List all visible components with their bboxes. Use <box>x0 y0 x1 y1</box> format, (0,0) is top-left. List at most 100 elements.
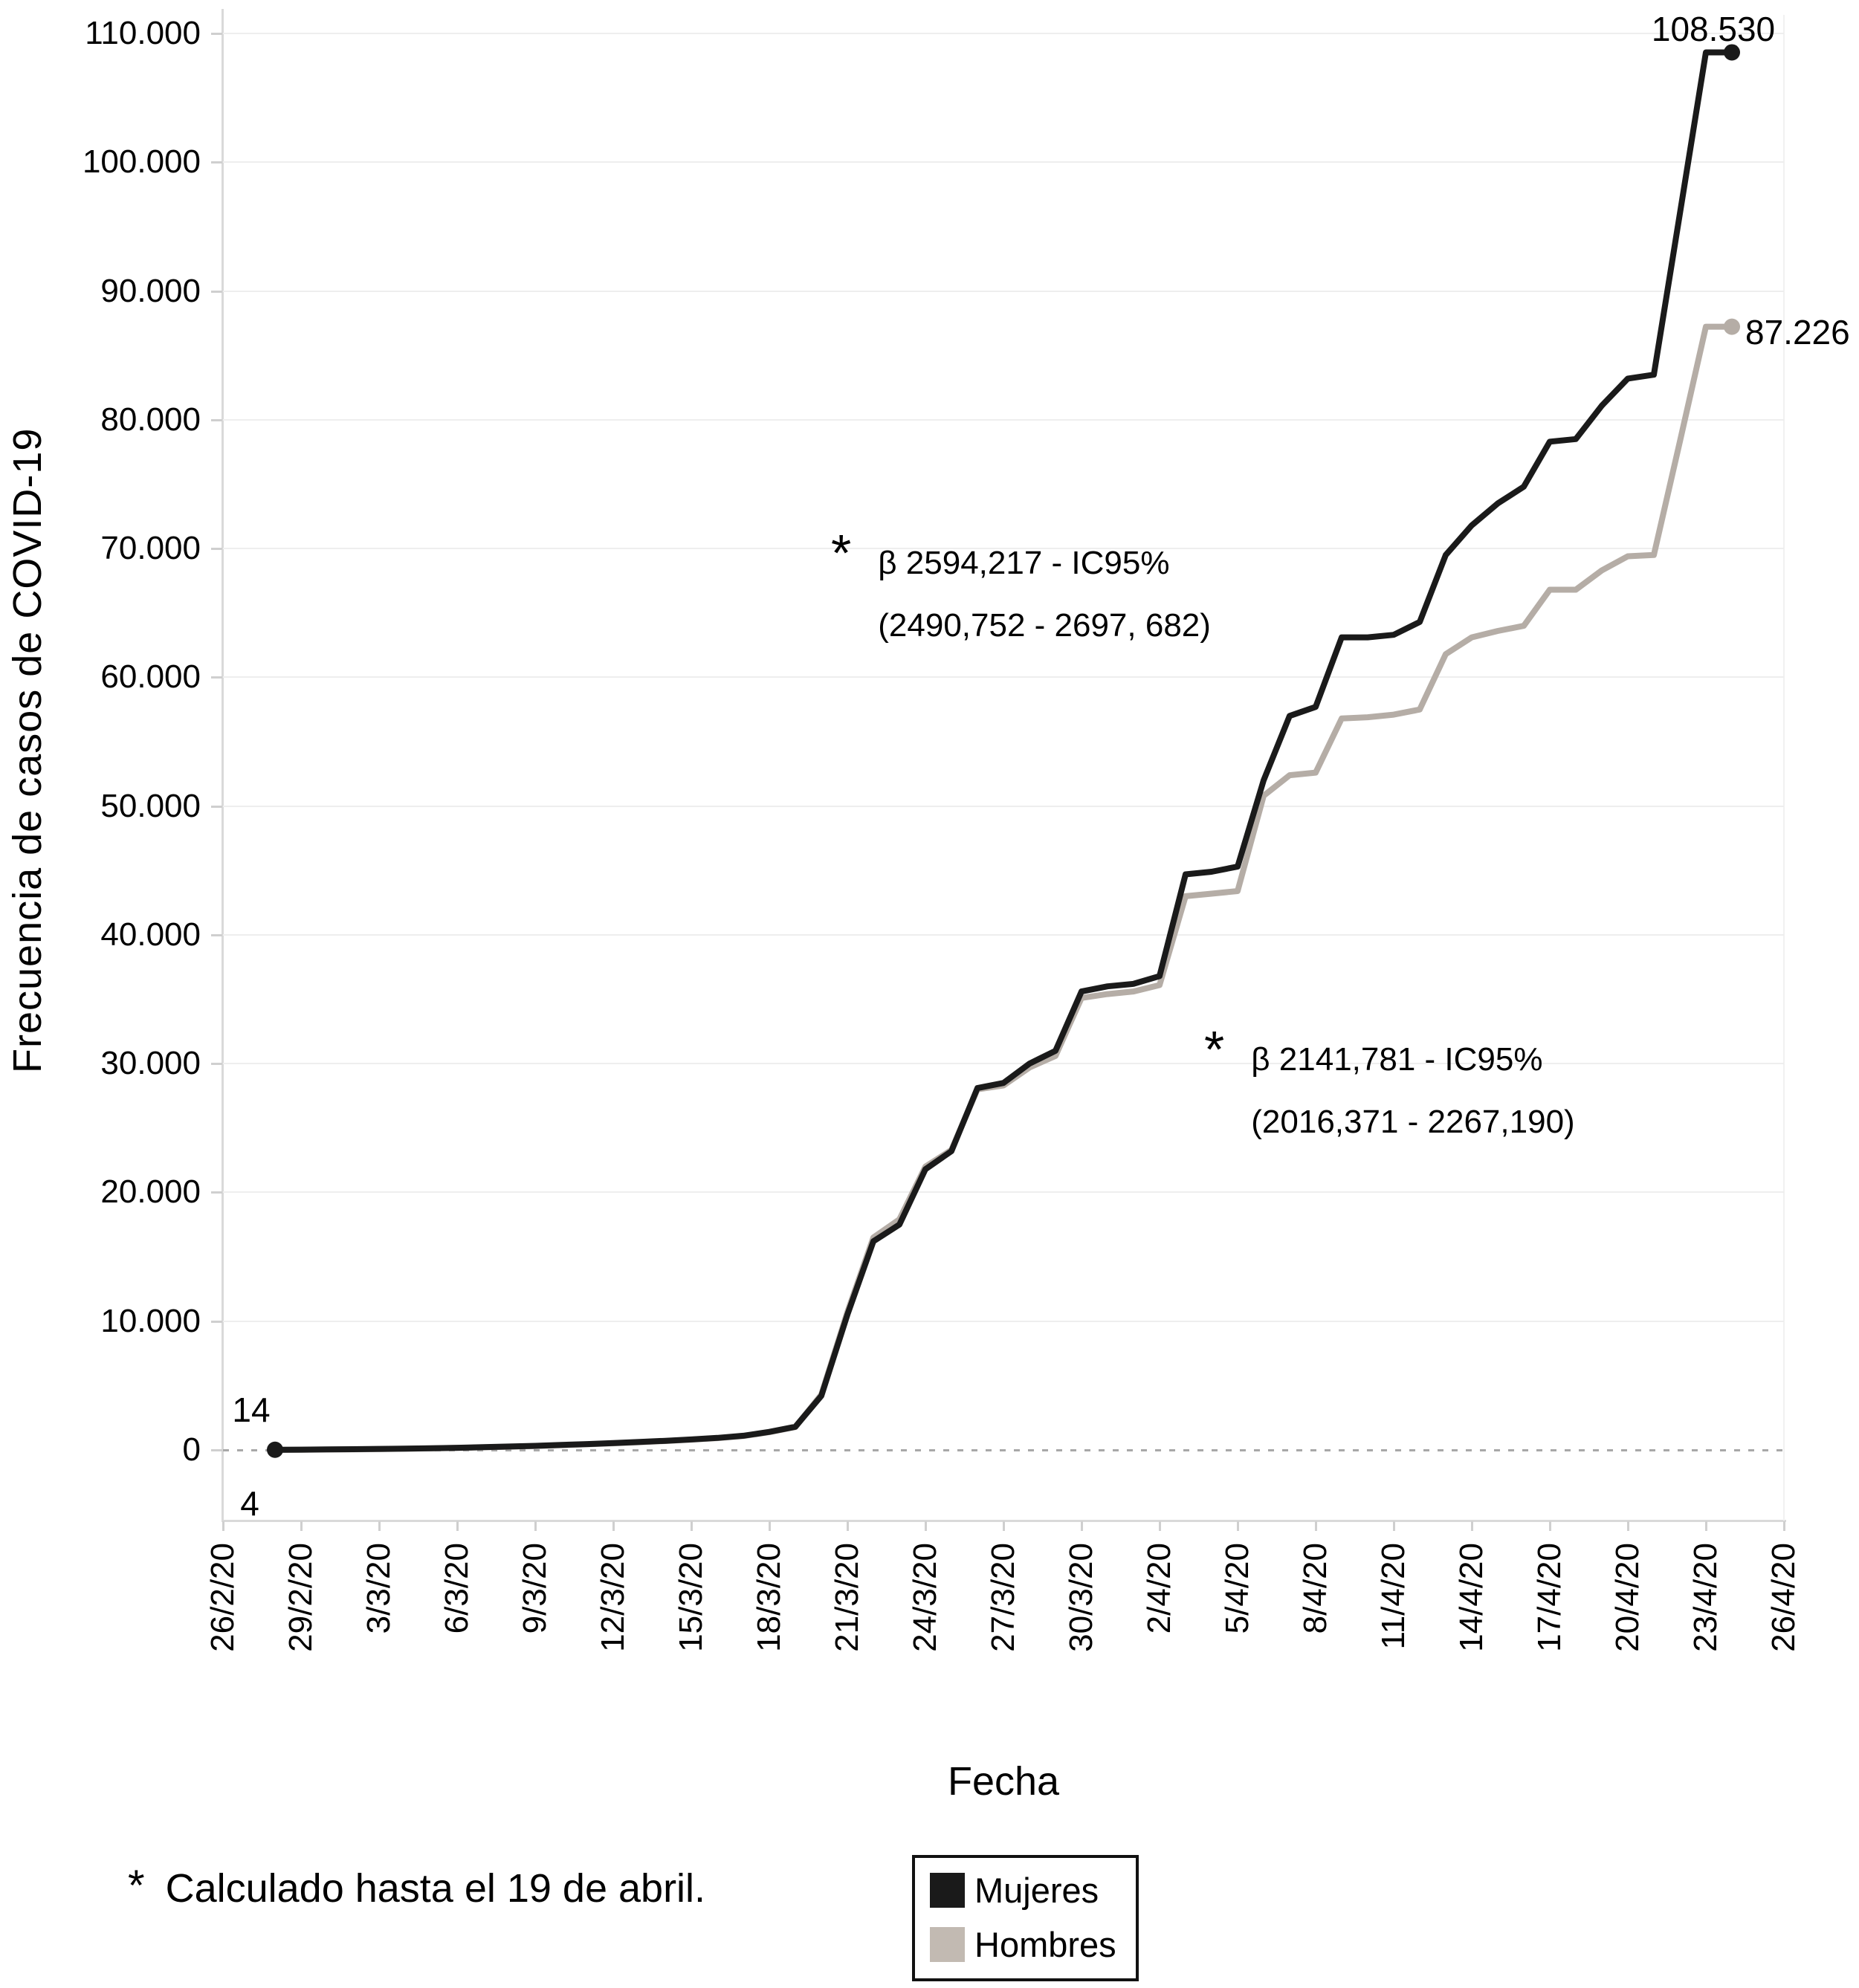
end-value-label-mujeres: 108.530 <box>1651 10 1776 48</box>
x-tick-label: 12/3/20 <box>595 1543 631 1652</box>
x-tick-mark <box>847 1521 849 1531</box>
x-tick-label: 26/4/20 <box>1765 1543 1802 1652</box>
y-tick-mark <box>211 161 222 164</box>
x-tick-label: 20/4/20 <box>1609 1543 1646 1652</box>
x-tick-mark <box>378 1521 381 1531</box>
asterisk-icon: * <box>1204 1020 1225 1078</box>
x-tick-label: 21/3/20 <box>829 1543 865 1652</box>
x-tick-mark <box>1471 1521 1473 1531</box>
gridline-horizontal <box>223 805 1784 807</box>
y-tick-label: 70.000 <box>100 530 201 567</box>
x-tick-label: 6/3/20 <box>439 1543 475 1634</box>
x-tick-label: 14/4/20 <box>1453 1543 1490 1652</box>
hombres-color-swatch <box>930 1927 965 1962</box>
end-point-hombres <box>1724 318 1740 335</box>
annotation-hombres-beta: * β 2141,781 - IC95% (2016,371 - 2267,19… <box>1204 1020 1575 1153</box>
y-tick-label: 10.000 <box>100 1302 201 1339</box>
x-tick-mark <box>300 1521 303 1531</box>
y-tick-mark <box>211 1063 222 1066</box>
y-tick-mark <box>211 1320 222 1323</box>
x-tick-label: 26/2/20 <box>204 1543 241 1652</box>
y-tick-label: 20.000 <box>100 1173 201 1211</box>
gridline-horizontal <box>223 676 1784 679</box>
y-tick-label: 100.000 <box>82 143 201 181</box>
x-tick-label: 15/3/20 <box>673 1543 709 1652</box>
legend-item-mujeres: Mujeres <box>930 1870 1116 1911</box>
gridline-horizontal <box>223 418 1784 421</box>
x-tick-label: 24/3/20 <box>907 1543 943 1652</box>
x-tick-mark <box>1549 1521 1551 1531</box>
annotation-hombres-line2: (2016,371 - 2267,190) <box>1251 1104 1575 1140</box>
x-tick-label: 11/4/20 <box>1375 1543 1412 1650</box>
y-tick-label: 40.000 <box>100 916 201 953</box>
y-tick-mark <box>211 1449 222 1451</box>
x-tick-mark <box>691 1521 693 1531</box>
x-tick-label: 17/4/20 <box>1531 1543 1568 1652</box>
y-tick-label: 30.000 <box>100 1045 201 1082</box>
line-mujeres <box>272 49 1735 1453</box>
x-tick-label: 23/4/20 <box>1687 1543 1724 1652</box>
x-tick-mark <box>769 1521 771 1531</box>
x-tick-mark <box>222 1521 224 1531</box>
x-tick-label: 3/3/20 <box>361 1543 397 1634</box>
legend: Mujeres Hombres <box>912 1855 1139 1981</box>
plot-right-border <box>1783 15 1785 1521</box>
y-tick-mark <box>211 548 222 551</box>
x-tick-label: 29/2/20 <box>282 1543 319 1652</box>
x-tick-mark <box>456 1521 459 1531</box>
start-value-label-hombres: 4 <box>240 1484 259 1523</box>
footnote-text: Calculado hasta el 19 de abril. <box>165 1866 706 1911</box>
gridline-horizontal <box>223 290 1784 292</box>
y-tick-mark <box>211 33 222 35</box>
y-tick-label: 80.000 <box>100 401 201 438</box>
x-tick-label: 27/3/20 <box>985 1543 1021 1652</box>
gridline-horizontal <box>223 1191 1784 1194</box>
x-tick-mark <box>534 1521 537 1531</box>
annotation-mujeres-line2: (2490,752 - 2697, 682) <box>878 607 1211 644</box>
x-axis-line <box>222 1520 1786 1522</box>
annotation-mujeres-beta: * β 2594,217 - IC95% (2490,752 - 2697, 6… <box>831 524 1211 657</box>
y-tick-label: 50.000 <box>100 787 201 824</box>
mujeres-color-swatch <box>930 1873 965 1908</box>
y-tick-label: 60.000 <box>100 658 201 696</box>
legend-item-hombres: Hombres <box>930 1924 1116 1965</box>
x-tick-mark <box>1705 1521 1707 1531</box>
x-tick-label: 5/4/20 <box>1219 1543 1255 1634</box>
y-tick-mark <box>211 933 222 936</box>
x-tick-mark <box>1627 1521 1629 1531</box>
gridline-horizontal <box>223 1320 1784 1322</box>
x-tick-mark <box>1393 1521 1395 1531</box>
y-tick-mark <box>211 418 222 421</box>
x-tick-mark <box>1783 1521 1785 1531</box>
zero-gridline-dashed <box>223 1449 1784 1451</box>
x-tick-mark <box>1237 1521 1239 1531</box>
annotation-hombres-line1: β 2141,781 - IC95% <box>1251 1041 1543 1078</box>
x-tick-label: 18/3/20 <box>751 1543 787 1652</box>
start-value-label-mujeres: 14 <box>232 1390 271 1429</box>
x-tick-mark <box>1159 1521 1161 1531</box>
x-tick-label: 8/4/20 <box>1297 1543 1333 1634</box>
y-tick-mark <box>211 290 222 293</box>
x-tick-mark <box>1003 1521 1005 1531</box>
x-tick-label: 2/4/20 <box>1141 1543 1177 1634</box>
gridline-horizontal <box>223 33 1784 34</box>
gridline-horizontal <box>223 161 1784 163</box>
footnote: * Calculado hasta el 19 de abril. <box>128 1864 705 1913</box>
y-tick-mark <box>211 1191 222 1194</box>
y-tick-mark <box>211 805 222 808</box>
x-tick-mark <box>925 1521 927 1531</box>
end-value-label-hombres: 87.226 <box>1745 313 1850 352</box>
gridline-horizontal <box>223 933 1784 936</box>
x-tick-mark <box>612 1521 615 1531</box>
y-axis-line <box>222 9 224 1522</box>
asterisk-icon: * <box>831 524 852 582</box>
asterisk-icon: * <box>128 1862 145 1910</box>
legend-label-mujeres: Mujeres <box>974 1871 1099 1910</box>
annotation-mujeres-line1: β 2594,217 - IC95% <box>878 545 1170 581</box>
y-tick-label: 110.000 <box>85 15 201 51</box>
y-tick-label: 90.000 <box>100 272 201 309</box>
x-tick-mark <box>1315 1521 1317 1531</box>
x-tick-mark <box>1081 1521 1083 1531</box>
